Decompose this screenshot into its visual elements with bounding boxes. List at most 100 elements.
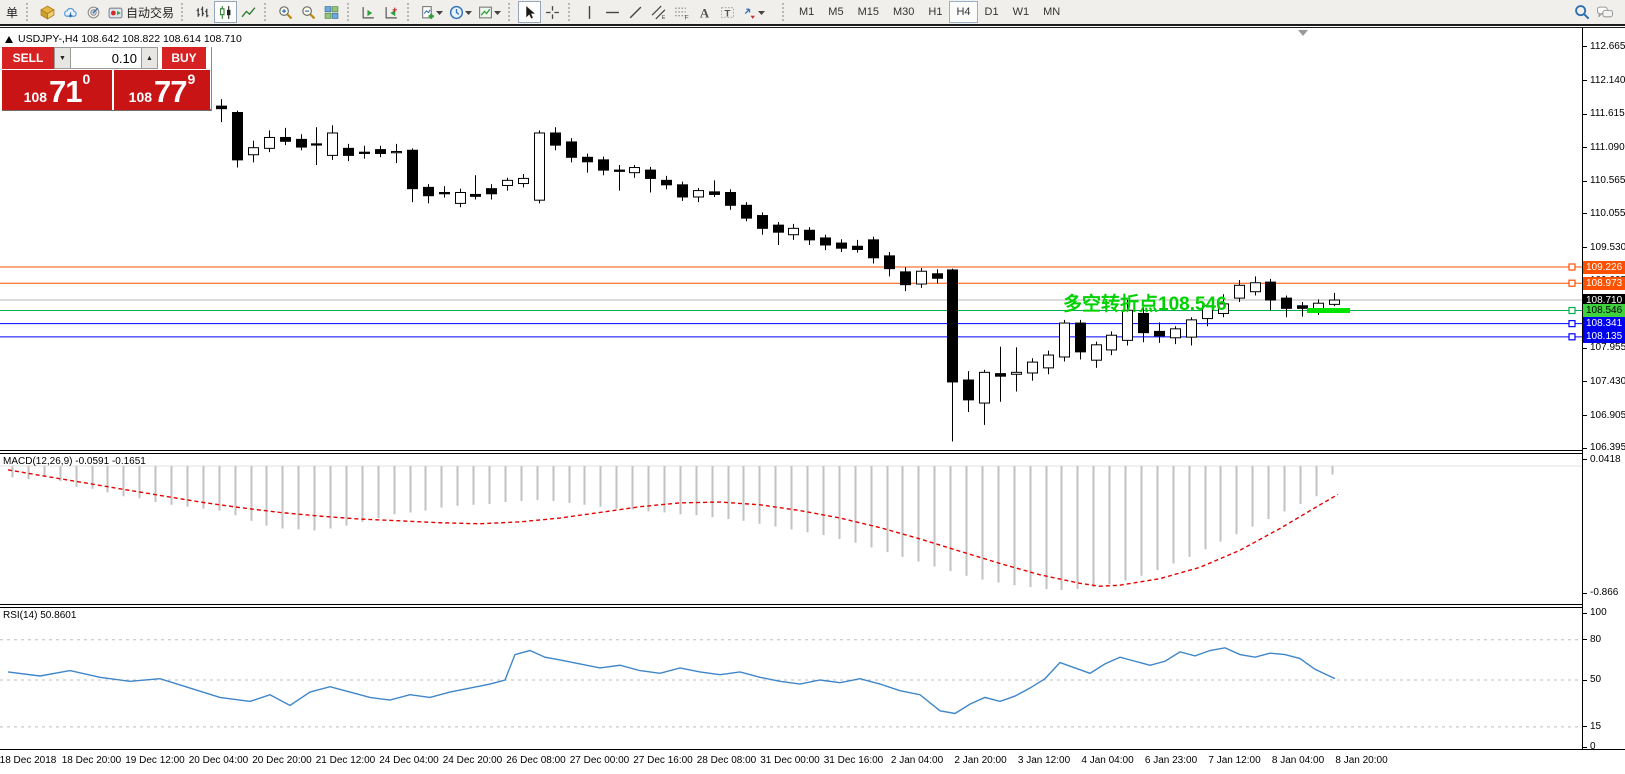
price-tick-label: 112.140 — [1590, 74, 1625, 86]
one-click-trading-panel: SELL ▼ ▲ BUY 108 71 0 108 77 9 — [2, 47, 212, 111]
pane-divider[interactable] — [0, 604, 1625, 608]
toolbar-separator — [264, 3, 270, 21]
radar-icon[interactable] — [82, 1, 105, 23]
cursor-tool[interactable] — [518, 1, 542, 23]
line-handle[interactable] — [1568, 279, 1576, 287]
candle-body — [820, 237, 831, 246]
rsi-pane: RSI(14) 50.8601 — [0, 608, 1582, 749]
candle-body — [1297, 305, 1308, 309]
timeframe-W1[interactable]: W1 — [1012, 6, 1030, 18]
trendline-tool[interactable] — [624, 1, 647, 23]
candle-body — [327, 132, 338, 156]
tile-windows-icon[interactable] — [320, 1, 343, 23]
time-label: 31 Dec 00:00 — [760, 755, 820, 766]
candle-body — [1218, 303, 1229, 314]
candlestick-chart[interactable] — [0, 28, 1582, 450]
line-chart-icon[interactable] — [237, 1, 260, 23]
templates-button[interactable] — [475, 1, 504, 23]
timeframe-D1[interactable]: D1 — [984, 6, 999, 18]
pane-divider[interactable] — [0, 450, 1625, 454]
vertical-line-tool[interactable] — [578, 1, 601, 23]
volume-decrease-button[interactable]: ▼ — [54, 47, 71, 69]
timeframe-M30[interactable]: M30 — [892, 6, 915, 18]
equidistant-channel-tool[interactable]: E — [647, 1, 670, 23]
timeframe-M15[interactable]: M15 — [857, 6, 879, 18]
time-label: 8 Jan 20:00 — [1335, 755, 1388, 766]
sell-button[interactable]: SELL — [2, 47, 54, 69]
zoom-out-icon[interactable] — [297, 1, 320, 23]
toolbar: 单 自动交易 — [0, 0, 1625, 26]
buy-price-prefix: 108 — [128, 89, 153, 105]
buy-price[interactable]: 108 77 9 — [112, 70, 210, 110]
new-order-button[interactable]: 单 — [2, 1, 22, 23]
chat-icon[interactable] — [1593, 1, 1617, 23]
arrows-tool[interactable] — [739, 1, 768, 23]
time-label: 31 Dec 16:00 — [823, 755, 884, 766]
sell-price-big: 71 — [49, 74, 82, 109]
rsi-scale-label: 0 — [1590, 741, 1596, 752]
timeframe-MN[interactable]: MN — [1043, 6, 1061, 18]
price-axis: 112.665 112.140 111.615 111.090 110.565 110.0… — [1583, 28, 1625, 752]
price-tag-108.710: 108.710 — [1583, 293, 1625, 307]
chart-shift-icon[interactable] — [380, 1, 403, 23]
scroll-end-caret[interactable] — [1298, 30, 1308, 36]
time-label: 19 Dec 12:00 — [125, 755, 185, 766]
time-label: 20 Dec 04:00 — [188, 755, 249, 766]
text-tool[interactable]: A — [693, 1, 716, 23]
crosshair-tool[interactable] — [541, 1, 564, 23]
price-tick-label: 107.955 — [1590, 342, 1625, 354]
candlestick-chart-icon[interactable] — [214, 1, 238, 23]
text-label-tool[interactable]: T — [716, 1, 739, 23]
timeframe-H1[interactable]: H1 — [928, 6, 943, 18]
price-tick-label: 111.090 — [1590, 141, 1625, 153]
bar-chart-icon[interactable] — [191, 1, 214, 23]
price-tick — [1583, 213, 1587, 214]
horizontal-line-tool[interactable] — [601, 1, 624, 23]
price-tick-label: 109.530 — [1590, 241, 1625, 253]
time-label: 27 Dec 16:00 — [633, 755, 693, 766]
price-tick-label: 110.055 — [1590, 207, 1625, 219]
price-tick-label: 111.615 — [1590, 108, 1625, 120]
macd-chart — [0, 465, 1582, 591]
package-icon[interactable] — [36, 1, 59, 23]
candle-body — [1091, 344, 1102, 361]
time-label: 3 Jan 12:00 — [1017, 755, 1071, 766]
sell-price[interactable]: 108 71 0 — [2, 70, 112, 110]
line-handle[interactable] — [1568, 306, 1576, 315]
axis-border — [1582, 28, 1583, 749]
rsi-scale-label: 50 — [1590, 674, 1602, 685]
collapse-panel-icon[interactable] — [5, 35, 13, 43]
toolbar-separator — [26, 3, 32, 21]
line-handle[interactable] — [1568, 263, 1576, 271]
buy-button[interactable]: BUY — [162, 47, 206, 69]
macd-label: MACD(12,26,9) -0.0591 -0.1651 — [3, 456, 146, 467]
candle-body — [741, 204, 752, 219]
time-label: 26 Dec 08:00 — [506, 755, 566, 766]
line-handle[interactable] — [1568, 320, 1576, 328]
cloud-icon[interactable] — [59, 1, 82, 23]
price-tag-108.973: 108.973 — [1583, 276, 1625, 290]
fibonacci-tool[interactable]: F — [670, 1, 693, 23]
time-label: 6 Jan 23:00 — [1144, 755, 1198, 766]
price-chart-pane[interactable]: USDJPY-,H4 108.642 108.822 108.614 108.7… — [0, 28, 1582, 450]
candle-body — [1106, 334, 1117, 351]
pivot-trend-segment[interactable] — [1307, 308, 1350, 314]
time-axis[interactable]: 18 Dec 2018 18 Dec 20:00 19 Dec 12:00 20 De… — [0, 750, 1625, 774]
candle-body — [916, 270, 927, 285]
line-handle[interactable] — [1568, 333, 1576, 341]
dropdown-caret-icon — [494, 10, 502, 15]
autotrading-button[interactable]: 自动交易 — [105, 1, 177, 23]
periods-button[interactable] — [446, 1, 475, 23]
volume-increase-button[interactable]: ▲ — [141, 47, 158, 69]
indicators-button[interactable] — [417, 1, 446, 23]
rsi-tick — [1583, 613, 1587, 614]
timeframe-M1[interactable]: M1 — [799, 6, 815, 18]
time-label: 4 Jan 04:00 — [1081, 755, 1134, 766]
timeframe-M5[interactable]: M5 — [828, 6, 844, 18]
volume-input[interactable] — [71, 47, 141, 69]
pane-border — [0, 749, 1625, 750]
timeframe-H4[interactable]: H4 — [949, 1, 978, 23]
zoom-in-icon[interactable] — [274, 1, 297, 23]
search-icon[interactable] — [1570, 1, 1593, 23]
auto-scroll-icon[interactable] — [357, 1, 380, 23]
